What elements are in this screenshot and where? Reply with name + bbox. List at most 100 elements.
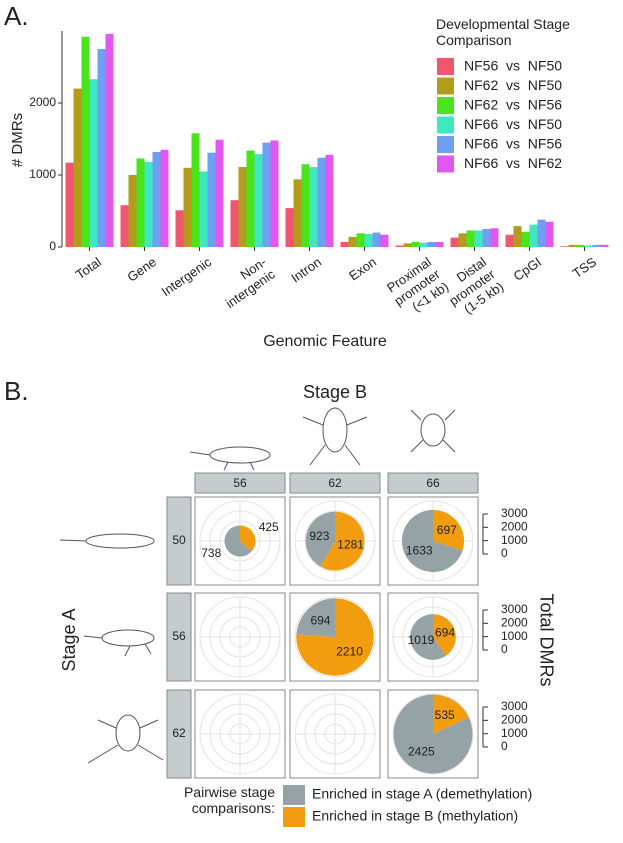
pie-value-label: 738: [201, 546, 221, 560]
pie-wedge: [393, 694, 473, 774]
bar: [73, 88, 82, 247]
pie-value-label: 694: [435, 625, 455, 639]
row-header: [166, 689, 192, 779]
bar: [293, 179, 302, 247]
column-label: 56: [233, 476, 247, 490]
bar: [490, 228, 499, 247]
panel-label: A.: [4, 1, 29, 31]
y-tick-label: 0: [49, 239, 56, 253]
bar: [505, 234, 514, 247]
size-tick-label: 3000: [501, 602, 528, 616]
bar: [270, 140, 279, 247]
bar: [537, 219, 546, 247]
bar: [128, 175, 137, 247]
column-title: Stage B: [303, 382, 367, 402]
bar: [411, 241, 420, 247]
bar: [584, 245, 593, 247]
bar: [160, 149, 169, 247]
legend-swatch: [437, 116, 454, 134]
legend-label: Enriched in stage B (methylation): [312, 808, 518, 824]
legend-label: NF56 vs NF50: [464, 58, 562, 74]
bar: [230, 200, 239, 247]
pie-value-label: 425: [259, 520, 279, 534]
bar: [120, 205, 129, 247]
bar: [199, 171, 208, 247]
pie-value-label: 1281: [337, 537, 364, 551]
bar: [144, 162, 153, 247]
bar: [348, 236, 357, 247]
bar: [482, 229, 491, 247]
bar: [215, 139, 224, 247]
size-tick-label: 3000: [501, 506, 528, 520]
pie-wedge: [224, 525, 252, 557]
pie-value-label: 2425: [408, 744, 435, 758]
column-header: [194, 472, 286, 494]
pie-wedge: [320, 511, 365, 571]
bar: [356, 233, 365, 247]
pie-value-label: 694: [310, 614, 330, 628]
pie-wedge: [296, 598, 374, 676]
pie-wedge: [410, 614, 446, 660]
bar: [191, 133, 200, 247]
bar: [325, 154, 334, 247]
bar: [262, 142, 271, 247]
bar: [600, 244, 609, 247]
row-header: [166, 496, 192, 586]
legend-swatch: [283, 785, 305, 805]
bar: [372, 232, 381, 247]
column-label: 66: [426, 476, 440, 490]
pie-value-label: 535: [435, 708, 455, 722]
bar: [136, 158, 145, 247]
bar: [364, 234, 373, 247]
size-tick-label: 1000: [501, 726, 528, 740]
legend-title: Pairwise stage comparisons:: [183, 784, 275, 817]
bar: [395, 245, 404, 247]
bar: [560, 246, 569, 247]
pie-wedge: [433, 509, 465, 551]
bar: [254, 154, 263, 247]
size-tick-label: 1000: [501, 629, 528, 643]
bar: [592, 244, 601, 247]
legend-swatch: [437, 155, 454, 173]
bar: [105, 33, 114, 247]
pie-value-label: 2210: [336, 645, 363, 659]
bar: [513, 226, 522, 247]
size-tick-label: 0: [501, 546, 508, 560]
legend-label: NF62 vs NF50: [464, 77, 562, 93]
pie-wedge: [296, 598, 335, 637]
pie-wedge: [305, 511, 335, 567]
y-axis-title: # DMRs: [9, 113, 26, 167]
y-tick-label: 2000: [29, 95, 56, 109]
y-tick-label: 1000: [29, 167, 56, 181]
bar: [466, 230, 475, 247]
bar: [285, 208, 294, 247]
bar: [427, 241, 436, 247]
legend-swatch: [437, 77, 454, 95]
legend-label: NF62 vs NF56: [464, 97, 562, 113]
panel-label: B.: [4, 376, 29, 406]
legend-label: NF66 vs NF50: [464, 116, 562, 132]
legend-swatch: [437, 58, 454, 75]
bar: [89, 79, 98, 248]
bar: [521, 231, 530, 247]
bar: [419, 242, 428, 247]
bar: [246, 150, 255, 247]
legend-swatch: [283, 807, 305, 827]
bar: [183, 167, 192, 247]
bar: [340, 241, 349, 247]
pie-wedge: [401, 509, 463, 573]
bar: [238, 167, 247, 247]
bar: [175, 210, 184, 247]
size-tick-label: 0: [501, 642, 508, 656]
bar: [568, 244, 577, 247]
size-tick-label: 2000: [501, 713, 528, 727]
column-label: 62: [328, 476, 342, 490]
bar: [529, 224, 538, 247]
column-header: [289, 472, 381, 494]
size-tick-label: 2000: [501, 520, 528, 534]
row-title: Stage A: [59, 608, 79, 671]
pie-value-label: 697: [437, 523, 457, 537]
bar: [403, 243, 412, 247]
